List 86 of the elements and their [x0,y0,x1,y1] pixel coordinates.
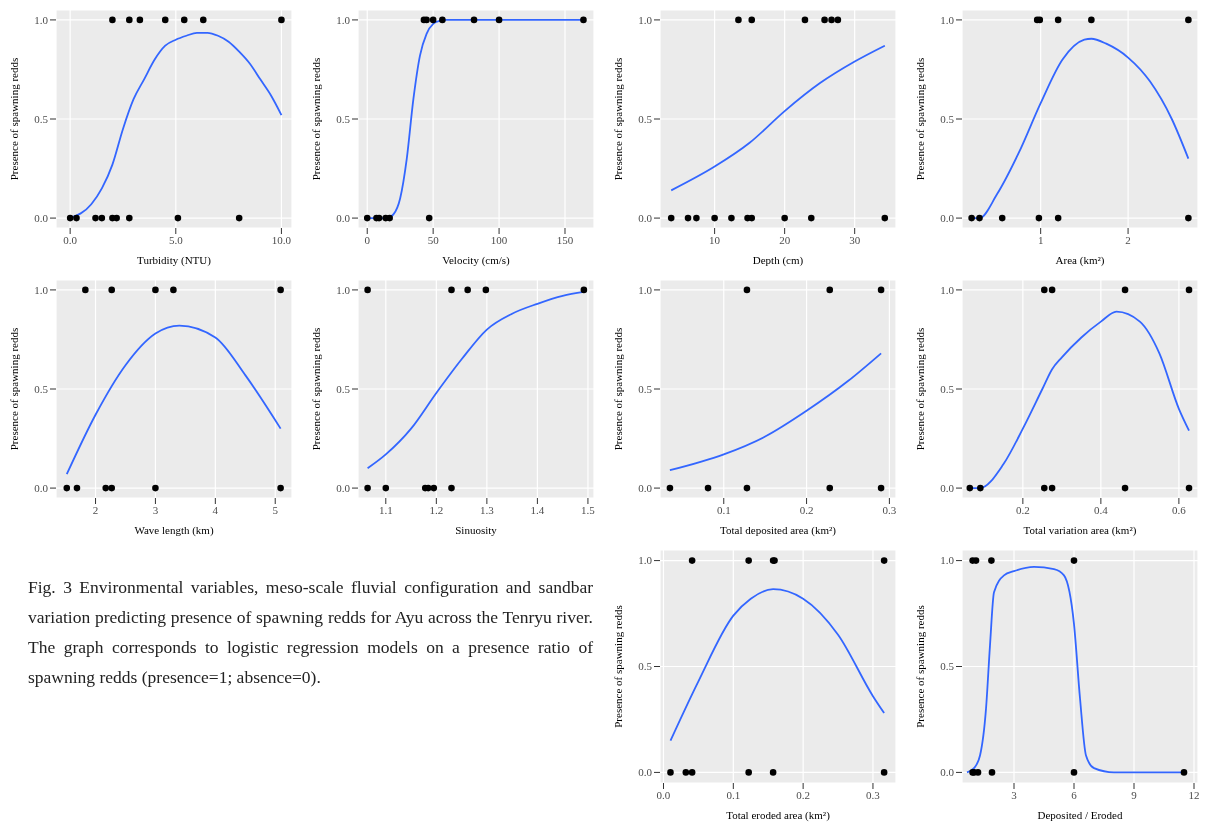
y-tick-label: 0.0 [638,482,653,494]
y-tick-label: 1.0 [638,554,653,567]
y-tick-label: 1.0 [638,13,653,26]
x-axis-title: Sinuosity [455,524,498,536]
x-axis-title: Deposited / Eroded [1037,809,1123,821]
y-axis-title: Presence of spawning redds [309,57,322,181]
x-tick-label: 5 [272,503,279,516]
x-axis-title: Total variation area (km²) [1023,524,1137,537]
y-axis-title: Presence of spawning redds [913,327,926,451]
x-tick-label: 0.2 [799,503,814,516]
y-tick-label: 1.0 [34,283,49,296]
x-tick-label: 150 [556,233,574,246]
x-tick-label: 1.2 [429,503,444,516]
x-tick-label: 2 [1125,233,1131,246]
y-axis-title: Presence of spawning redds [7,327,20,451]
y-tick-label: 1.0 [940,283,955,296]
x-tick-label: 2 [92,503,99,516]
y-tick-label: 0.5 [940,112,955,125]
x-tick-label: 10 [709,233,721,246]
y-tick-label: 0.0 [940,212,955,224]
y-tick-label: 0.5 [336,112,351,125]
x-tick-label: 0.6 [1172,503,1187,516]
x-axis-title: Total deposited area (km²) [720,524,837,537]
y-tick-label: 1.0 [336,283,351,296]
x-tick-label: 10.0 [271,233,292,246]
x-tick-label: 0.0 [63,233,78,246]
x-tick-label: 3 [152,503,159,516]
x-tick-label: 6 [1071,788,1078,801]
y-tick-label: 0.5 [34,382,49,395]
y-axis-title: Presence of spawning redds [309,327,322,451]
x-tick-label: 100 [490,233,508,246]
x-axis-title: Wave length (km) [134,524,214,537]
x-tick-label: 0.0 [656,788,671,801]
y-tick-label: 0.5 [34,112,49,125]
y-tick-label: 0.0 [638,212,653,224]
y-tick-label: 0.5 [638,112,653,125]
x-axis-title: Turbidity (NTU) [137,254,212,267]
y-tick-label: 0.0 [34,482,49,494]
x-tick-label: 0 [364,233,371,246]
y-axis-title: Presence of spawning redds [611,57,624,181]
x-tick-label: 50 [427,233,440,246]
y-tick-label: 0.0 [336,212,351,224]
x-tick-label: 0.1 [716,503,731,516]
y-tick-label: 0.0 [638,766,653,779]
x-tick-label: 1.4 [530,503,545,516]
x-axis-title: Velocity (cm/s) [442,254,511,267]
x-tick-label: 0.3 [882,503,897,516]
x-tick-label: 0.1 [726,788,741,801]
y-axis-title: Presence of spawning redds [913,605,926,728]
y-tick-label: 0.5 [638,382,653,395]
x-tick-label: 1.3 [479,503,495,516]
y-tick-label: 0.0 [34,212,49,224]
y-tick-label: 1.0 [336,13,351,26]
x-tick-label: 4 [212,503,219,516]
y-tick-label: 1.0 [940,13,955,26]
y-tick-label: 0.0 [940,766,955,779]
y-tick-label: 1.0 [638,283,653,296]
y-axis-title: Presence of spawning redds [611,327,624,451]
x-tick-label: 30 [849,233,861,246]
x-tick-label: 0.2 [796,788,811,801]
x-tick-label: 5.0 [168,233,184,246]
x-tick-label: 9 [1131,788,1138,801]
x-tick-label: 0.3 [866,788,881,801]
y-tick-label: 1.0 [34,13,49,26]
y-axis-title: Presence of spawning redds [913,57,926,181]
y-axis-title: Presence of spawning redds [611,605,624,728]
y-tick-label: 0.0 [336,482,351,494]
y-tick-label: 0.0 [940,482,955,494]
y-tick-label: 0.5 [336,382,351,395]
x-tick-label: 12 [1188,788,1200,801]
x-tick-label: 1 [1037,233,1044,246]
y-tick-label: 0.5 [638,660,653,673]
x-tick-label: 1.5 [581,503,596,516]
y-axis-title: Presence of spawning redds [7,57,20,181]
x-axis-title: Depth (cm) [752,254,804,267]
x-axis-title: Area (km²) [1055,254,1105,267]
y-tick-label: 0.5 [940,660,955,673]
x-tick-label: 0.4 [1093,503,1109,516]
x-tick-label: 20 [779,233,791,246]
y-tick-label: 1.0 [940,554,955,567]
x-tick-label: 3 [1011,788,1018,801]
y-tick-label: 0.5 [940,382,955,395]
x-tick-label: 1.1 [378,503,393,516]
x-axis-title: Total eroded area (km²) [726,809,831,822]
caption: Fig. 3 Environmental variables, meso-scale fluvial configuration and sandbar variation predicting presence of spawning redds for Ayu across the Tenryu river. The graph corresponds to logistic regression models on a presence ratio of spawning redds (presence=1; absence=0). [28,576,593,689]
x-tick-label: 0.2 [1015,503,1030,516]
